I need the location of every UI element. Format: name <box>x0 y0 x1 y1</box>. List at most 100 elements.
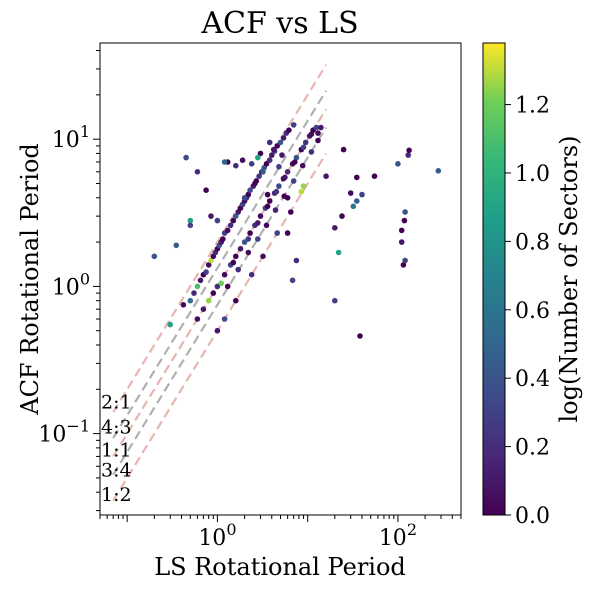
data-point <box>230 259 237 266</box>
data-point <box>173 242 180 249</box>
ratio-label-1: 4:3 <box>101 416 132 438</box>
ratio-label-0: 2:1 <box>101 392 132 414</box>
data-point <box>237 246 244 252</box>
data-point <box>308 131 315 137</box>
data-point <box>203 187 209 193</box>
data-point <box>264 203 271 210</box>
scatter-points <box>151 122 442 339</box>
data-point <box>248 161 255 167</box>
data-point <box>208 257 214 264</box>
data-point <box>191 290 197 296</box>
data-point <box>224 283 231 290</box>
data-point <box>220 236 226 242</box>
data-point <box>359 191 365 198</box>
data-point <box>435 168 442 174</box>
data-point <box>313 124 320 131</box>
data-point <box>254 236 261 242</box>
data-point <box>180 302 187 308</box>
data-point <box>406 147 412 154</box>
data-point <box>284 230 291 236</box>
colorbar-ticks: 0.0 0.2 0.4 0.6 0.8 1.0 1.2 <box>505 94 550 529</box>
ratio-line-4 <box>112 152 328 502</box>
data-point <box>233 213 239 219</box>
data-point <box>299 162 306 169</box>
data-point <box>269 152 275 158</box>
data-point <box>270 146 277 153</box>
colorbar-tick-label-1: 0.2 <box>515 436 550 461</box>
chart-title: ACF vs LS <box>200 6 358 41</box>
ratio-line-1 <box>112 90 328 439</box>
data-point <box>340 146 347 153</box>
data-point <box>402 257 408 264</box>
data-point <box>315 137 321 144</box>
data-point <box>260 169 266 175</box>
plot-frame <box>99 42 462 516</box>
data-point <box>214 283 221 290</box>
x-tick-label-1: 102 <box>379 520 417 551</box>
ratio-labels: 2:14:31:13:41:2 <box>101 392 132 506</box>
data-point <box>318 124 324 131</box>
data-point <box>280 135 287 141</box>
x-tick-label-0: 100 <box>198 520 236 551</box>
colorbar-tick-label-3: 0.6 <box>515 299 550 324</box>
data-point <box>167 321 173 328</box>
data-point <box>224 227 231 234</box>
data-point <box>323 173 329 179</box>
data-point <box>194 316 201 322</box>
colorbar-tick-label-4: 0.8 <box>515 230 550 255</box>
data-point <box>339 213 345 219</box>
y-tick-label-2: 101 <box>52 122 90 153</box>
colorbar <box>482 42 506 516</box>
data-point <box>354 198 360 204</box>
data-point <box>302 139 309 146</box>
data-point <box>274 230 281 236</box>
data-point <box>266 139 273 146</box>
data-point <box>245 191 252 198</box>
data-point <box>239 157 246 163</box>
y-tick-label-0: 10−1 <box>38 417 90 448</box>
data-point <box>398 227 405 234</box>
colorbar-label: log(Number of Sectors) <box>555 135 583 422</box>
data-point <box>398 239 405 245</box>
data-point <box>221 271 228 278</box>
y-axis-ticks: 10−1 100 101 <box>38 50 100 512</box>
data-point <box>293 257 300 264</box>
data-point <box>371 173 378 179</box>
colorbar-tick-label-0: 0.0 <box>515 504 550 529</box>
data-point <box>289 277 296 284</box>
data-point <box>274 143 281 149</box>
data-point <box>292 159 298 165</box>
data-point <box>235 266 241 273</box>
data-point <box>284 169 291 175</box>
data-point <box>210 290 217 296</box>
y-axis-label: ACF Rotational Period <box>16 143 44 416</box>
data-point <box>277 139 284 146</box>
data-point <box>194 283 201 290</box>
colorbar-tick-label-5: 1.0 <box>515 162 550 187</box>
data-point <box>187 217 194 224</box>
data-point <box>335 249 342 256</box>
data-point <box>288 209 294 215</box>
data-point <box>247 230 253 236</box>
data-point <box>395 161 401 167</box>
data-point <box>194 169 201 175</box>
data-point <box>272 207 279 213</box>
ratio-line-0 <box>112 64 328 413</box>
data-point <box>279 152 285 158</box>
data-point <box>286 127 292 133</box>
colorbar-tick-label-2: 0.4 <box>515 367 550 392</box>
data-point <box>233 297 239 304</box>
data-point <box>241 239 248 245</box>
data-point <box>263 161 270 167</box>
data-point <box>233 162 239 169</box>
data-point <box>203 269 209 275</box>
data-point <box>284 195 291 201</box>
data-point <box>282 174 288 181</box>
data-point <box>290 178 297 184</box>
data-point <box>290 122 297 128</box>
x-axis-label: LS Rotational Period <box>154 553 406 581</box>
data-point <box>187 222 194 229</box>
data-point <box>205 297 212 304</box>
data-point <box>263 222 270 229</box>
